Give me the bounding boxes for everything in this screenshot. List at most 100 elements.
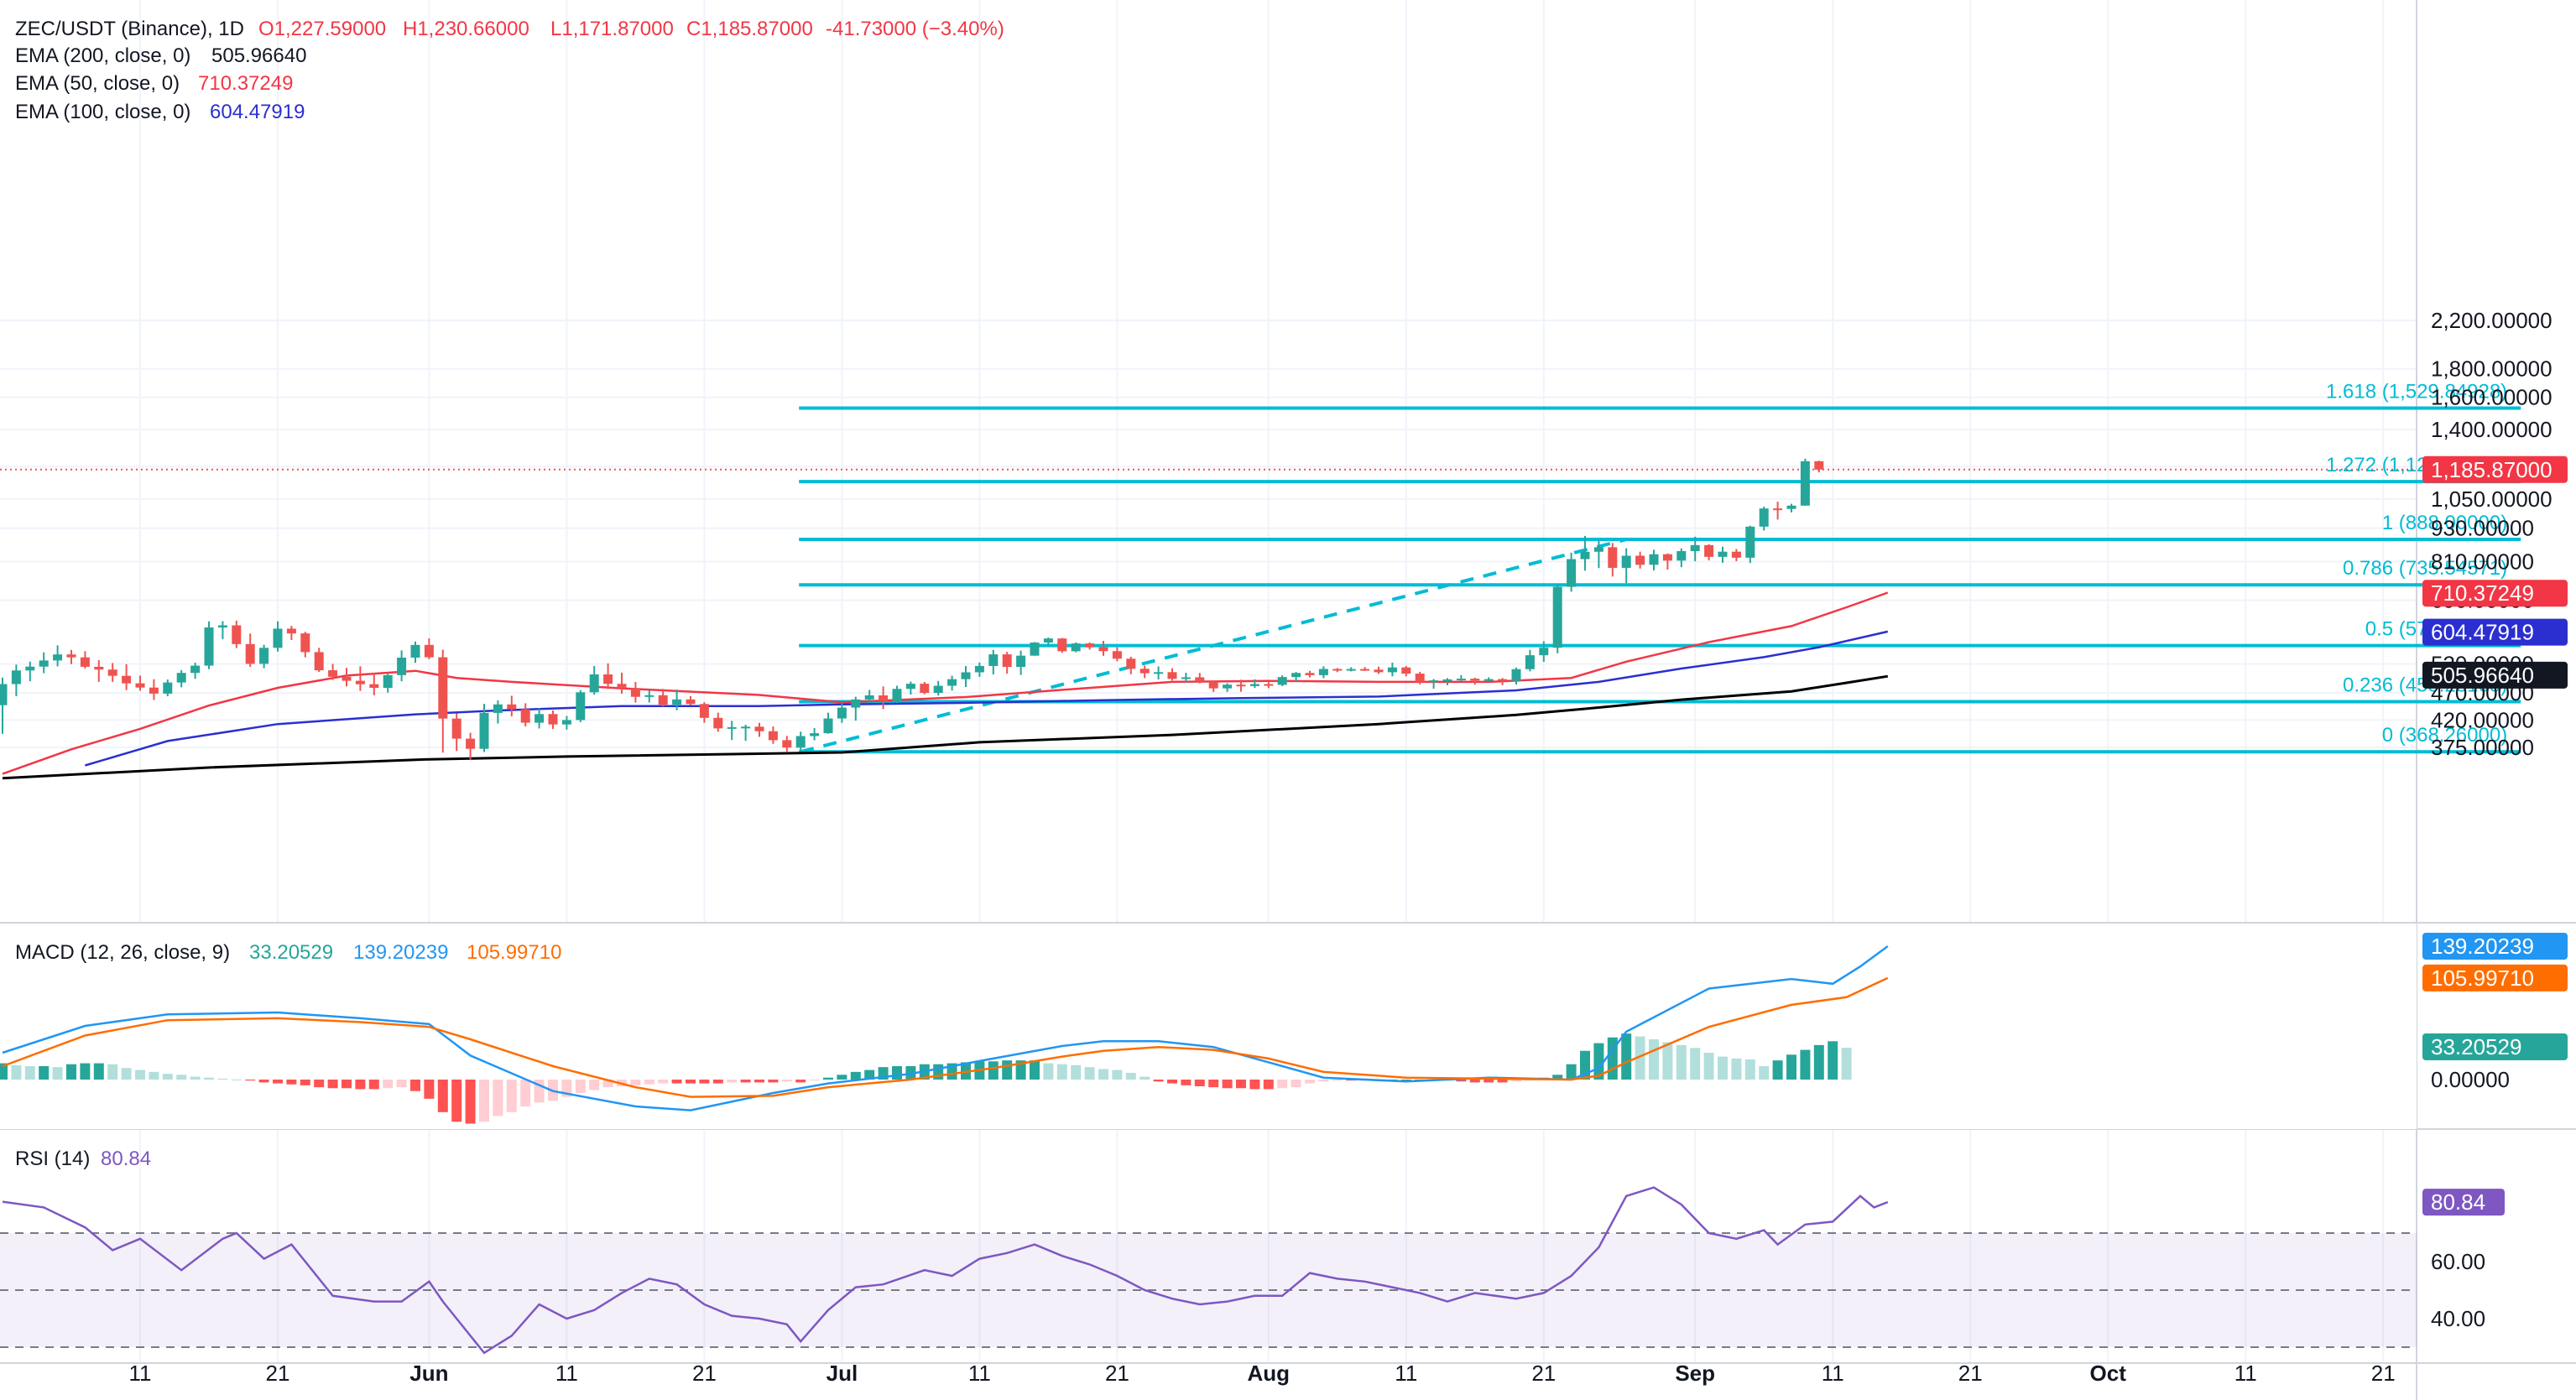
macd-histogram-bar	[575, 1080, 586, 1093]
time-axis[interactable]: 11 21 Jun 11 21 Jul 11 21 Aug 11 21 Sep 11 21 Oct 11 21	[129, 1361, 2396, 1386]
candle-body	[314, 652, 324, 671]
candle-body	[879, 695, 889, 701]
candle-body	[1498, 679, 1508, 681]
candle-body	[1208, 681, 1218, 689]
candle-body	[1387, 667, 1397, 673]
candle-body	[1470, 679, 1480, 681]
candle-body	[1621, 555, 1631, 568]
macd-tag-text: 139.20239	[2431, 934, 2534, 959]
candle-body	[1786, 505, 1796, 509]
macd-histogram-bar	[424, 1080, 435, 1099]
candle-body	[1662, 554, 1672, 561]
candle-body	[1264, 684, 1274, 686]
time-axis-label: 21	[692, 1361, 717, 1386]
candle-body	[851, 699, 861, 708]
time-axis-label: 11	[1395, 1361, 1417, 1386]
macd-histogram-bar	[11, 1064, 22, 1080]
macd-histogram-bar	[190, 1076, 201, 1080]
macd-tag-bg	[2422, 933, 2568, 960]
candle-body	[933, 685, 943, 693]
macd-histogram-bar	[493, 1080, 503, 1116]
candle-body	[1071, 643, 1081, 652]
macd-histogram-bar	[864, 1070, 875, 1080]
ema200-value: 505.96640	[211, 44, 306, 67]
macd-histogram-bar	[1828, 1041, 1838, 1080]
rsi-tag-bg	[2422, 1189, 2505, 1216]
macd-histogram-bar	[727, 1080, 738, 1083]
price-tag: 1,185.87000	[2422, 455, 2568, 483]
candle-body	[1718, 551, 1728, 557]
candle-body	[1593, 547, 1603, 552]
macd-histogram-bar	[1813, 1044, 1824, 1080]
candle-body	[1126, 658, 1136, 669]
price-axis[interactable]: 2,200.00000 1,800.00000 1,600.00000 1,400.0…	[2431, 308, 2553, 1331]
candle-body	[1002, 654, 1012, 668]
candle-body	[810, 733, 820, 736]
macd-histogram-bar	[162, 1074, 173, 1080]
fibonacci-retracement[interactable]: 0 (368.26000)0.236 (453.28103)0.5 (571.8…	[0, 381, 2521, 754]
candle-body	[1181, 677, 1191, 679]
candle-body	[892, 689, 902, 701]
macd-histogram-bar	[988, 1061, 999, 1080]
macd-histogram-bar	[686, 1080, 696, 1084]
macd-histogram-bar	[286, 1080, 297, 1085]
candle-body	[438, 657, 448, 719]
candle-body	[1236, 684, 1246, 687]
candle-body	[397, 657, 407, 675]
fib-trend-line	[800, 538, 1627, 754]
macd-histogram-bar	[383, 1080, 394, 1089]
macd-histogram-bar	[66, 1064, 76, 1080]
candle-body	[1759, 508, 1769, 527]
macd-hist-tag: 33.20529	[2422, 1033, 2568, 1060]
legend-high: H1,230.66000	[403, 18, 529, 40]
candle-body	[920, 684, 930, 693]
macd-histogram-bar	[1662, 1042, 1673, 1080]
ema200-label: EMA (200, close, 0)	[15, 44, 190, 67]
candle-body	[1484, 679, 1494, 681]
candle-body	[383, 674, 393, 689]
candle-body	[1773, 508, 1783, 511]
macd-histogram-bar	[1071, 1064, 1082, 1080]
candle-body	[1415, 674, 1425, 683]
macd-histogram-bar	[520, 1080, 531, 1106]
macd-histogram-bar	[768, 1080, 779, 1083]
macd-histogram-bar	[740, 1080, 751, 1083]
macd-line	[2, 945, 1889, 1111]
candle-body	[1552, 586, 1562, 648]
macd-histogram-bar	[1139, 1076, 1150, 1080]
candle-body	[300, 633, 310, 653]
macd-histogram-bar	[1731, 1058, 1742, 1080]
candle-body	[53, 654, 63, 661]
macd-histogram-bar	[1744, 1059, 1755, 1080]
fib-level-label: 0.786 (735.54571)	[2343, 557, 2507, 580]
macd-tag: 139.20239	[2422, 933, 2568, 960]
macd-histogram-bar	[658, 1080, 669, 1084]
candle-body	[80, 657, 90, 667]
macd-histogram-bar	[837, 1075, 847, 1080]
candle-body	[1223, 684, 1233, 689]
candle-body	[1360, 669, 1370, 671]
rsi-tag: 80.84	[2422, 1189, 2505, 1216]
macd-histogram-bar	[1635, 1036, 1645, 1080]
candle-body	[1318, 669, 1328, 675]
macd-histogram-bar	[121, 1068, 132, 1080]
macd-histogram-bar	[355, 1080, 366, 1090]
macd-histogram-bar	[1318, 1080, 1329, 1082]
macd-histogram-bar	[1497, 1080, 1508, 1083]
candle-body	[286, 628, 296, 634]
macd-histogram-bar	[1043, 1063, 1054, 1080]
candle-body	[94, 666, 104, 670]
macd-histogram-bar	[451, 1080, 462, 1122]
rsi-axis-tick: 60.00	[2431, 1249, 2485, 1274]
price-tags: 1,185.87000 710.37249 604.47919 505.96640 13…	[2422, 455, 2568, 1216]
macd-histogram-bar	[795, 1080, 806, 1083]
time-axis-label: 11	[555, 1361, 578, 1386]
candle-body	[493, 704, 503, 713]
time-axis-label: 21	[1958, 1361, 1983, 1386]
candle-body	[741, 726, 751, 729]
macd-histogram-bar	[781, 1080, 792, 1082]
macd-histogram-bar	[754, 1080, 764, 1083]
candle-body	[1249, 684, 1259, 686]
time-axis-label: 11	[2234, 1361, 2257, 1386]
